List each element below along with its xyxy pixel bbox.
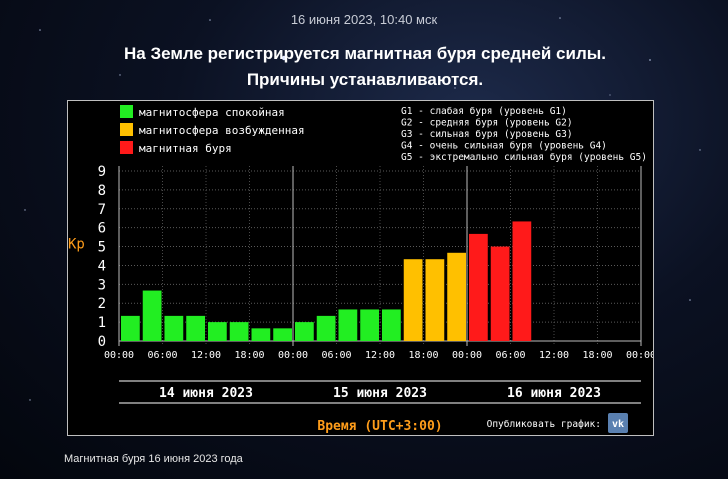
kp-bar xyxy=(469,233,488,341)
y-tick-label: 0 xyxy=(98,334,106,350)
kp-bar xyxy=(447,252,466,341)
day-label: 16 июня 2023 xyxy=(507,386,601,401)
y-axis-label: Kp xyxy=(68,237,85,253)
x-tick-label: 18:00 xyxy=(408,350,438,361)
legend-swatch-3 xyxy=(120,141,133,154)
g-level-5: G5 - экстремально сильная буря (уровень … xyxy=(401,152,647,163)
y-tick-label: 1 xyxy=(98,315,106,331)
legend-label-3: магнитная буря xyxy=(139,142,232,155)
kp-bar xyxy=(142,290,162,341)
kp-bar xyxy=(316,315,336,341)
header-date: 16 июня 2023, 10:40 мск xyxy=(290,12,438,27)
x-tick-label: 12:00 xyxy=(365,350,395,361)
x-tick-label: 00:00 xyxy=(626,350,653,361)
kp-index-chart: магнитосфера спокойная магнитосфера возбу… xyxy=(67,100,728,436)
legend-swatch-2 xyxy=(120,123,133,136)
kp-bar xyxy=(273,328,292,341)
x-tick-label: 00:00 xyxy=(104,350,134,361)
x-tick-label: 06:00 xyxy=(321,350,351,361)
legend-label-2: магнитосфера возбужденная xyxy=(139,124,305,137)
x-tick-label: 18:00 xyxy=(582,350,612,361)
kp-bar xyxy=(382,309,401,341)
y-tick-label: 4 xyxy=(98,258,106,274)
g-level-3: G3 - сильная буря (уровень G3) xyxy=(401,129,573,140)
x-tick-label: 18:00 xyxy=(234,350,264,361)
kp-bar xyxy=(295,322,314,341)
kp-bar xyxy=(186,315,205,341)
kp-bar xyxy=(338,309,358,341)
y-tick-label: 5 xyxy=(98,240,106,256)
x-tick-label: 12:00 xyxy=(191,350,221,361)
kp-bar xyxy=(360,309,379,341)
vk-icon-glyph: vk xyxy=(612,419,624,430)
x-tick-label: 00:00 xyxy=(452,350,482,361)
legend-swatch-1 xyxy=(120,105,133,118)
kp-bar xyxy=(208,322,227,341)
day-label: 15 июня 2023 xyxy=(333,386,427,401)
share-label: Опубликовать график: xyxy=(487,419,601,430)
page-headline: На Земле регистрируется магнитная буря с… xyxy=(123,44,606,89)
y-tick-label: 9 xyxy=(98,164,106,180)
x-tick-label: 00:00 xyxy=(278,350,308,361)
kp-bar xyxy=(121,315,140,341)
kp-bar xyxy=(490,246,510,341)
g-level-4: G4 - очень сильная буря (уровень G4) xyxy=(401,141,607,152)
y-tick-label: 6 xyxy=(98,221,106,237)
kp-chart-svg: магнитосфера спокойная магнитосфера возбу… xyxy=(68,105,728,434)
g-level-1: G1 - слабая буря (уровень G1) xyxy=(401,106,567,117)
g-level-2: G2 - средняя буря (уровень G2) xyxy=(401,118,573,129)
x-tick-label: 06:00 xyxy=(495,350,525,361)
x-tick-label: 12:00 xyxy=(539,350,569,361)
kp-bar xyxy=(229,322,249,341)
kp-bar xyxy=(164,315,184,341)
x-axis-title: Время (UTC+3:00) xyxy=(317,419,442,434)
kp-bar xyxy=(251,328,271,341)
day-label: 14 июня 2023 xyxy=(159,386,253,401)
kp-bar xyxy=(512,221,532,341)
kp-bar xyxy=(403,259,423,341)
x-tick-label: 06:00 xyxy=(147,350,177,361)
vk-icon[interactable] xyxy=(608,413,628,433)
legend-label-1: магнитосфера спокойная xyxy=(139,106,285,119)
y-tick-label: 2 xyxy=(98,296,106,312)
chart-caption: Магнитная буря 16 июня 2023 года xyxy=(64,453,243,465)
y-tick-label: 8 xyxy=(98,183,106,199)
kp-bar xyxy=(425,259,445,341)
y-tick-label: 3 xyxy=(98,277,106,293)
y-tick-label: 7 xyxy=(98,202,106,218)
